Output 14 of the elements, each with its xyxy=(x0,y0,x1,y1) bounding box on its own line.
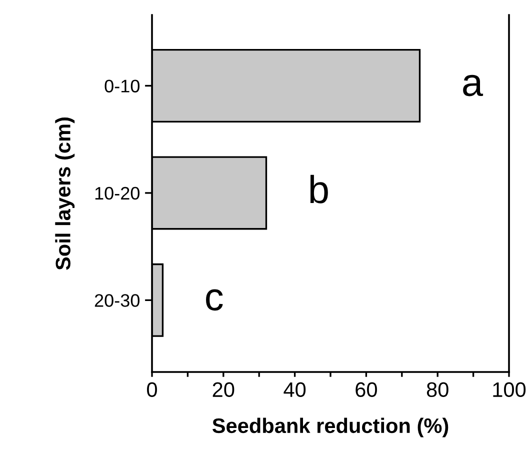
x-axis-title: Seedbank reduction (%) xyxy=(212,418,448,438)
annotation: b xyxy=(310,174,328,204)
x-tick-label: 60 xyxy=(356,382,377,398)
y-tick-label: 10-20 xyxy=(95,186,140,200)
x-tick-label: 80 xyxy=(426,382,448,398)
annotation: a xyxy=(463,74,484,96)
x-tick-label: 100 xyxy=(493,382,526,398)
x-tick-label: 20 xyxy=(212,382,234,398)
y-tick-label: 0-10 xyxy=(104,80,140,92)
y-tick-label: 20-30 xyxy=(94,294,140,307)
annotation: c xyxy=(206,289,223,311)
x-tick-label: 0 xyxy=(147,382,157,398)
y-axis-title: Soil layers (cm) xyxy=(55,118,75,270)
x-tick-label: 40 xyxy=(284,382,306,398)
